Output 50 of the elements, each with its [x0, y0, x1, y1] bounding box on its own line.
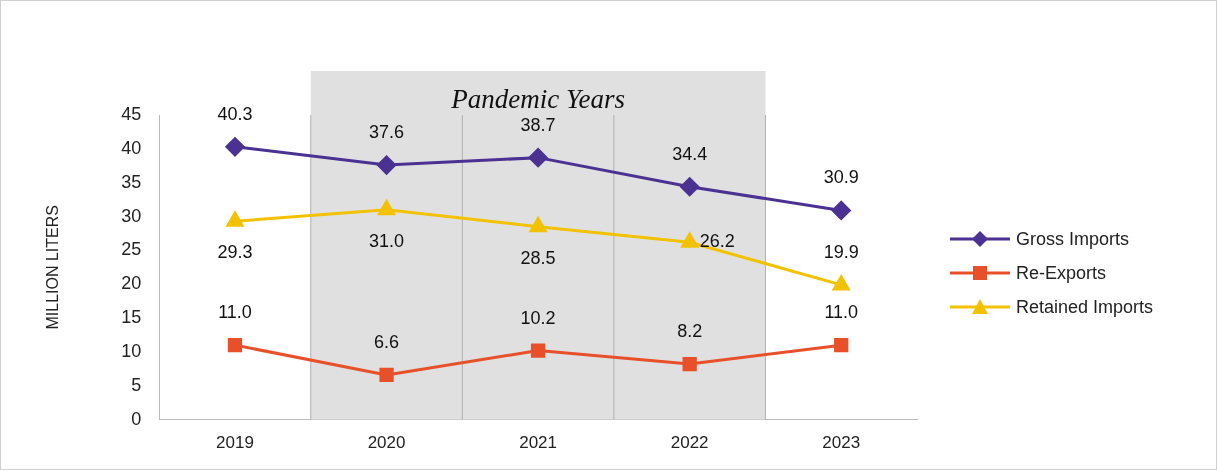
data-label: 26.2 — [699, 231, 735, 252]
y-axis-title: MILLION LITERS — [44, 205, 62, 330]
point — [225, 137, 245, 157]
y-tick-label: 35 — [121, 171, 142, 192]
x-tick-label: 2020 — [367, 433, 406, 453]
legend-label: Retained Imports — [1016, 296, 1154, 318]
legend-label: Gross Imports — [1016, 228, 1130, 250]
y-tick-label: 10 — [121, 340, 142, 361]
x-tick-label: 2019 — [216, 433, 254, 453]
data-label: 29.3 — [217, 242, 253, 263]
data-label: 11.0 — [218, 302, 252, 323]
y-tick-label: 25 — [121, 239, 142, 260]
point — [227, 337, 243, 353]
data-label: 37.6 — [369, 122, 405, 143]
y-tick-label: 20 — [121, 273, 142, 294]
y-tick-label: 45 — [121, 103, 142, 124]
x-tick-label: 2021 — [519, 433, 558, 453]
data-label: 11.0 — [824, 302, 859, 323]
point — [530, 343, 546, 358]
data-label: 28.5 — [520, 247, 556, 268]
y-tick-label: 40 — [121, 137, 142, 158]
point — [528, 148, 548, 168]
data-label: 38.7 — [520, 114, 556, 135]
data-label: 19.9 — [823, 241, 859, 262]
y-tick-label: 5 — [131, 374, 142, 395]
point — [529, 217, 547, 233]
point — [226, 211, 244, 227]
data-label: 10.2 — [520, 307, 556, 328]
x-tick-label: 2022 — [670, 433, 709, 453]
band-label: Pandemic Years — [450, 84, 625, 115]
point — [680, 177, 700, 197]
y-tick-label: 15 — [121, 307, 142, 328]
point — [378, 200, 395, 216]
point — [832, 275, 850, 291]
data-label: 30.9 — [823, 167, 859, 188]
point — [681, 232, 699, 248]
data-label: 34.4 — [672, 143, 708, 164]
legend-label: Re-Exports — [1016, 262, 1107, 284]
point — [682, 356, 697, 372]
point — [834, 337, 849, 353]
y-tick-label: 30 — [121, 205, 142, 226]
data-label: 31.0 — [369, 230, 405, 251]
y-tick-label: 0 — [131, 408, 142, 429]
point — [831, 200, 851, 220]
point — [379, 367, 394, 383]
data-label: 6.6 — [374, 331, 400, 352]
data-label: 8.2 — [677, 321, 703, 342]
x-tick-label: 2023 — [822, 433, 861, 453]
point — [377, 155, 397, 175]
data-label: 40.3 — [217, 103, 253, 124]
